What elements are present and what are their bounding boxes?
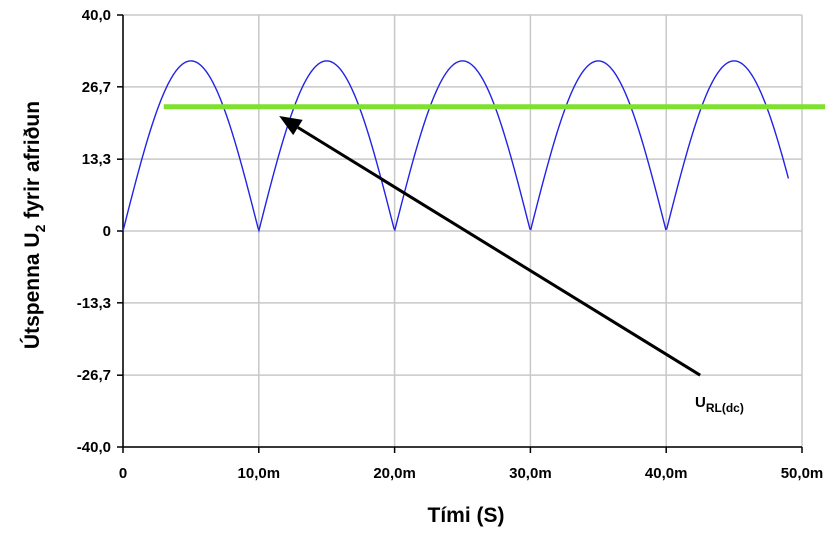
y-tick-label: -13,3 [77,295,111,312]
y-tick-label: 0 [103,223,111,240]
y-axis-title-rest: fyrir afriðun [21,101,44,225]
x-tick-label: 0 [119,465,127,482]
x-tick-label: 40,0m [645,465,688,482]
annotation-label: URL(dc) [695,394,744,415]
y-tick-labels: 40,0 26,7 13,3 0 -13,3 -26,7 -40,0 [77,7,111,456]
annotation-label-sub: RL(dc) [706,401,744,415]
grid [122,14,803,448]
annotation-arrow-head [279,115,303,136]
y-tick-label: 13,3 [82,151,111,168]
y-axis-title-main: Útspenna U [20,232,44,349]
rectified-voltage-line [122,60,790,233]
y-tick-label: -40,0 [77,439,111,456]
annotation: URL(dc) [279,115,744,415]
annotation-label-main: U [695,394,706,411]
x-tick-label: 10,0m [238,465,281,482]
annotation-arrow-shaft [297,126,701,377]
y-tick-label: -26,7 [77,367,111,384]
y-tick-label: 40,0 [82,7,111,24]
x-tick-label: 30,0m [509,465,552,482]
x-tick-label: 20,0m [373,465,416,482]
x-axis-title: Tími (S) [428,504,505,527]
y-tick-label: 26,7 [82,79,111,96]
x-tick-labels: 0 10,0m 20,0m 30,0m 40,0m 50,0m [119,465,823,482]
x-tick-label: 50,0m [781,465,824,482]
series [122,60,826,233]
y-axis-title-sub: 2 [32,224,48,232]
axes [117,14,803,453]
y-axis-title: Útspenna U2 fyrir afriðun [20,101,48,349]
